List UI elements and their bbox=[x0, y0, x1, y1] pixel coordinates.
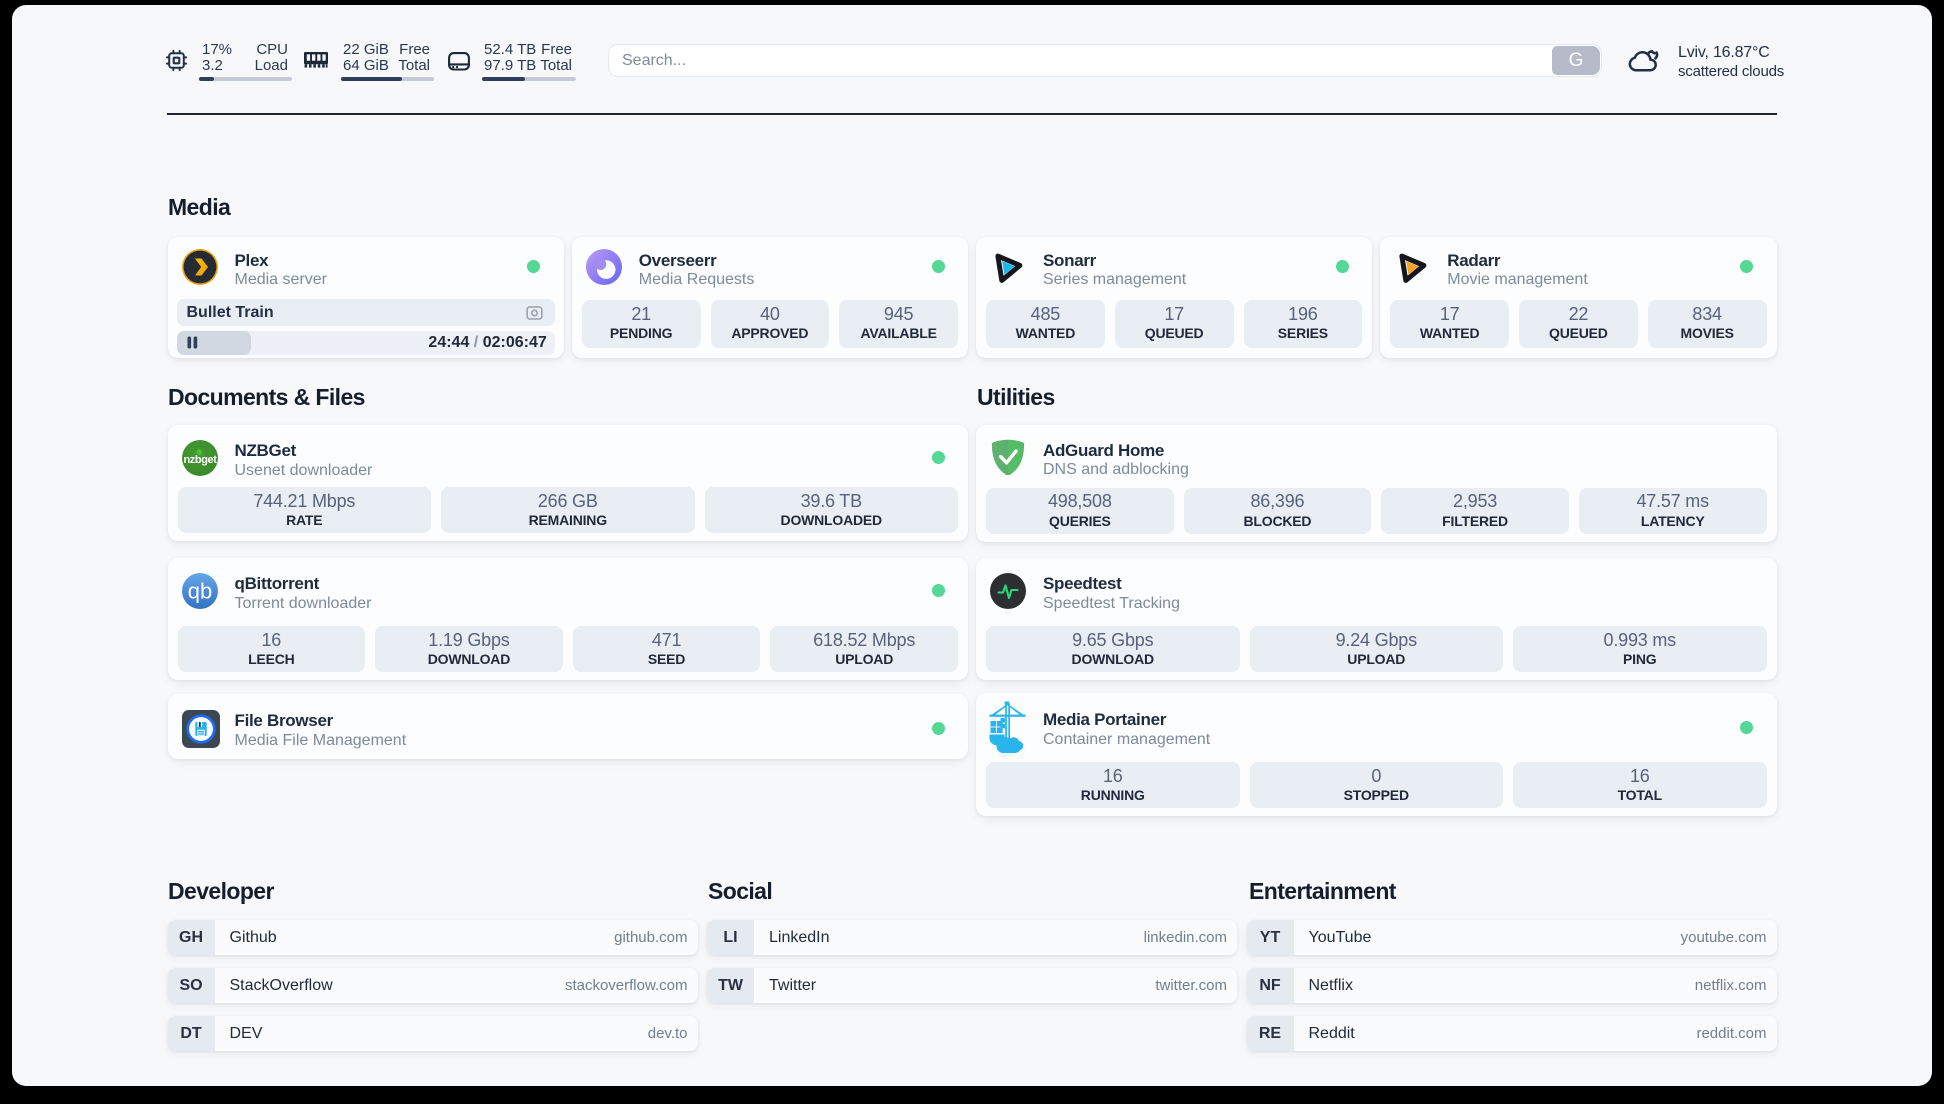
svg-text:nzbget: nzbget bbox=[183, 453, 217, 465]
svg-text:qb: qb bbox=[187, 578, 211, 603]
